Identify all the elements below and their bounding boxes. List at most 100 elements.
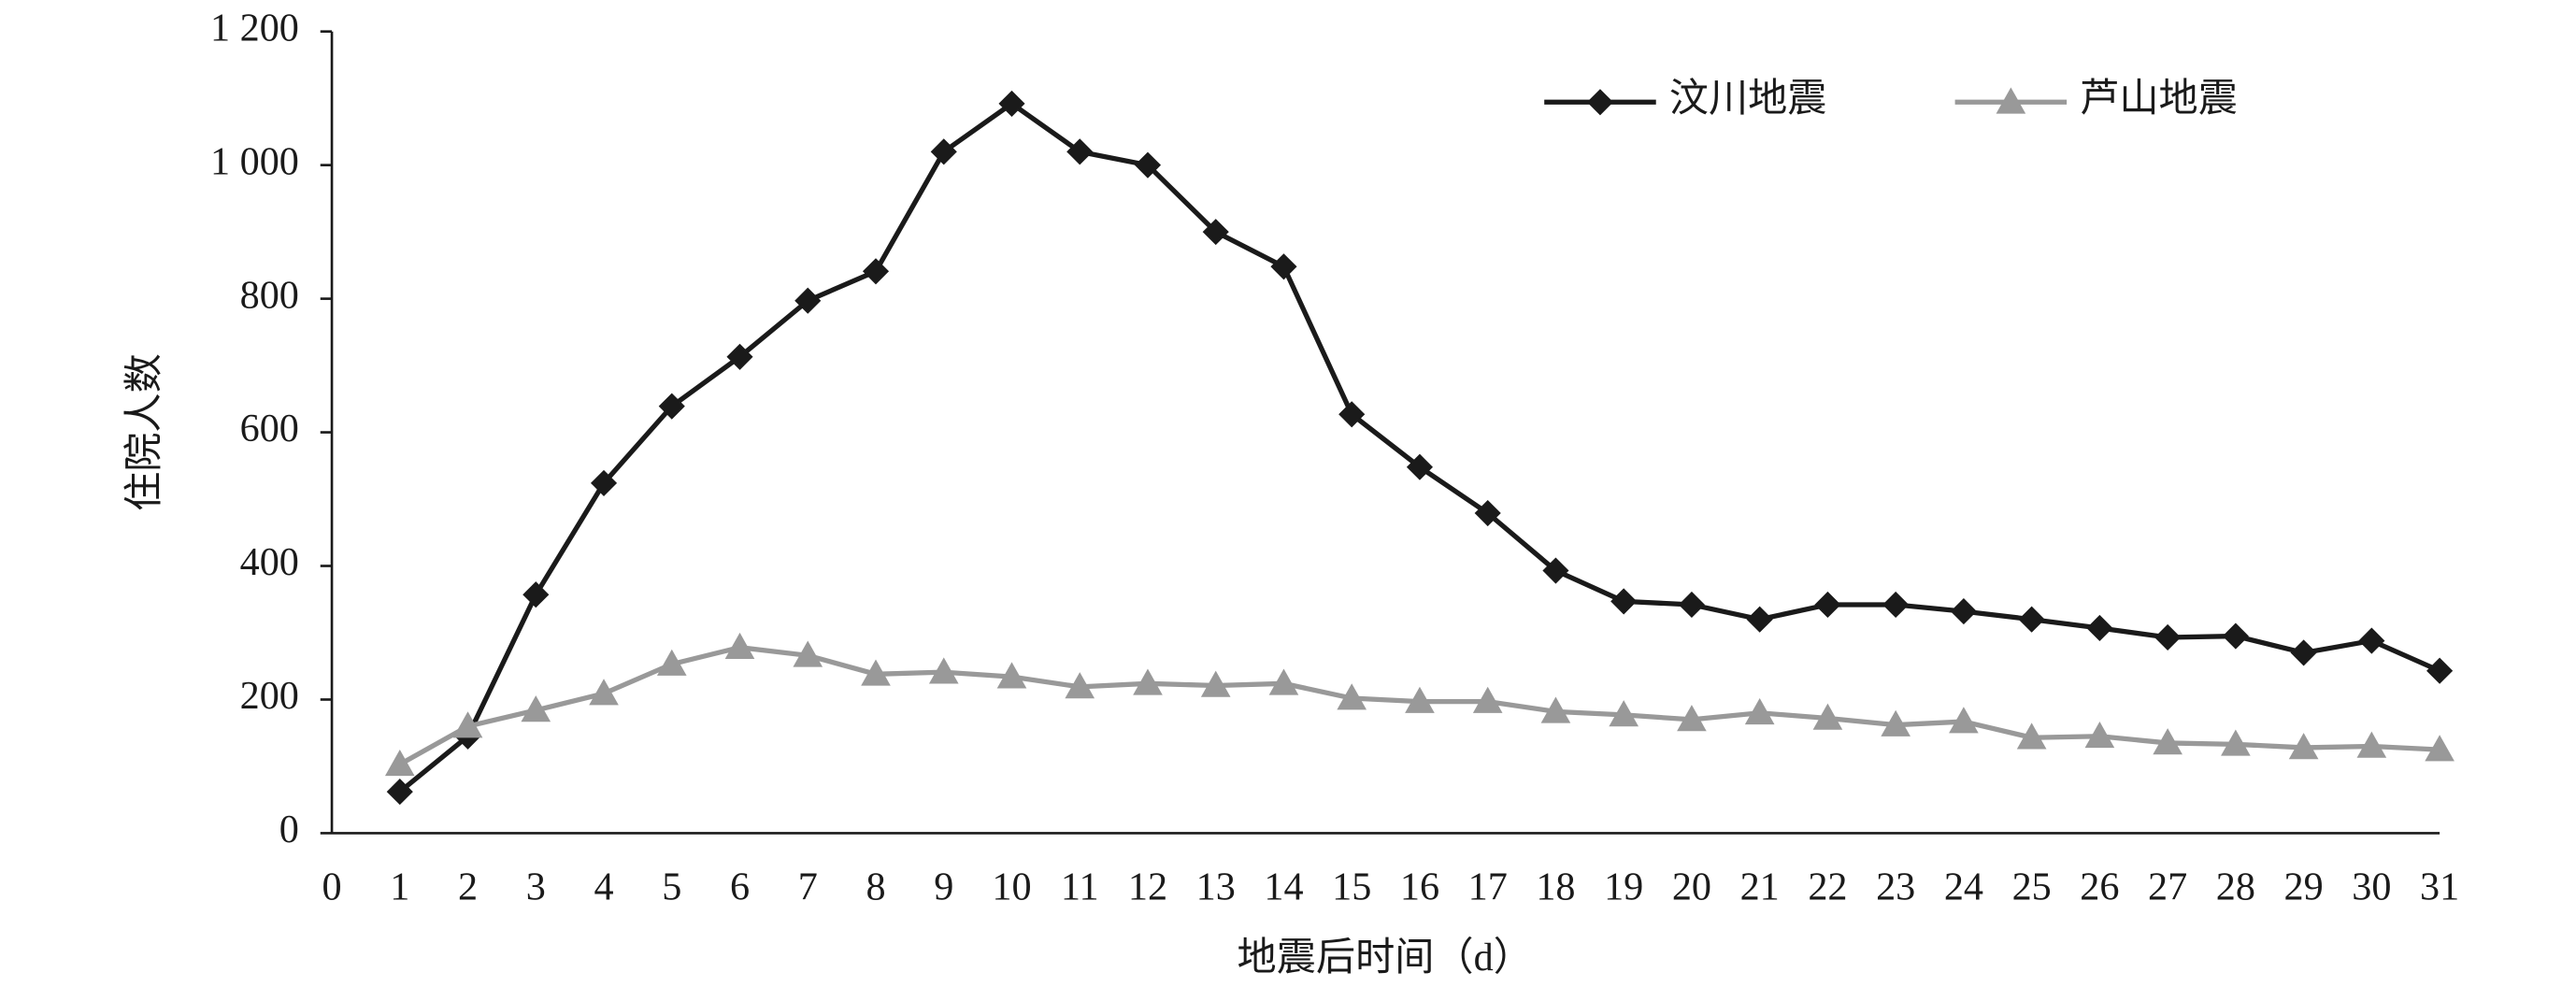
x-tick-label: 16 bbox=[1400, 865, 1439, 909]
x-tick-label: 17 bbox=[1468, 865, 1508, 909]
x-tick-label: 19 bbox=[1604, 865, 1643, 909]
diamond-marker bbox=[1610, 588, 1638, 615]
x-tick-label: 2 bbox=[458, 865, 478, 909]
triangle-marker bbox=[2153, 728, 2182, 755]
y-tick-label: 600 bbox=[240, 407, 299, 450]
diamond-marker bbox=[1134, 151, 1162, 179]
y-tick-label: 800 bbox=[240, 273, 299, 317]
triangle-marker bbox=[1405, 686, 1435, 713]
x-tick-label: 3 bbox=[526, 865, 546, 909]
x-tick-label: 6 bbox=[730, 865, 750, 909]
triangle-marker bbox=[1268, 668, 1299, 695]
triangle-marker bbox=[1677, 705, 1707, 732]
x-tick-label: 5 bbox=[662, 865, 681, 909]
diamond-marker bbox=[2358, 627, 2385, 654]
diamond-marker bbox=[2222, 622, 2249, 650]
x-tick-label: 12 bbox=[1128, 865, 1167, 909]
diamond-marker bbox=[1678, 591, 1705, 619]
diamond-marker bbox=[1814, 591, 1841, 619]
diamond-marker bbox=[998, 90, 1025, 117]
triangle-marker bbox=[656, 649, 687, 676]
triangle-marker bbox=[1540, 696, 1571, 723]
diamond-marker bbox=[1950, 598, 1977, 625]
triangle-marker bbox=[1949, 707, 1979, 734]
triangle-marker bbox=[1996, 87, 2026, 114]
triangle-marker bbox=[2016, 722, 2047, 750]
x-tick-label: 8 bbox=[866, 865, 885, 909]
x-tick-label: 21 bbox=[1740, 865, 1780, 909]
x-tick-label: 14 bbox=[1264, 865, 1303, 909]
triangle-marker bbox=[521, 695, 551, 722]
diamond-marker bbox=[1882, 591, 1910, 619]
legend-label: 汶川地震 bbox=[1669, 77, 1827, 121]
x-tick-label: 18 bbox=[1536, 865, 1575, 909]
diamond-marker bbox=[2154, 623, 2182, 651]
diamond-marker bbox=[2426, 657, 2454, 684]
diamond-marker bbox=[1338, 401, 1366, 428]
triangle-marker bbox=[1065, 672, 1095, 699]
triangle-marker bbox=[589, 679, 619, 706]
triangle-marker bbox=[452, 711, 483, 738]
triangle-marker bbox=[1812, 703, 1843, 730]
triangle-marker bbox=[724, 632, 755, 660]
diamond-marker bbox=[1406, 453, 1434, 480]
x-tick-label: 10 bbox=[992, 865, 1031, 909]
x-tick-label: 28 bbox=[2216, 865, 2255, 909]
x-tick-label: 0 bbox=[322, 865, 341, 909]
y-tick-label: 400 bbox=[240, 540, 299, 584]
x-tick-label: 11 bbox=[1061, 865, 1099, 909]
x-tick-label: 30 bbox=[2352, 865, 2391, 909]
triangle-marker bbox=[793, 640, 823, 667]
triangle-marker bbox=[2221, 729, 2251, 756]
x-tick-label: 15 bbox=[1332, 865, 1371, 909]
triangle-marker bbox=[1609, 700, 1639, 727]
x-tick-label: 22 bbox=[1808, 865, 1847, 909]
x-tick-label: 26 bbox=[2080, 865, 2119, 909]
diamond-marker bbox=[930, 138, 957, 165]
triangle-marker bbox=[1472, 686, 1503, 713]
x-tick-label: 27 bbox=[2148, 865, 2187, 909]
y-tick-label: 0 bbox=[279, 808, 299, 851]
x-tick-label: 7 bbox=[798, 865, 818, 909]
triangle-marker bbox=[928, 657, 959, 684]
diamond-marker bbox=[2086, 614, 2113, 642]
triangle-marker bbox=[2084, 721, 2115, 749]
x-tick-label: 29 bbox=[2284, 865, 2324, 909]
y-tick-label: 200 bbox=[240, 674, 299, 718]
triangle-marker bbox=[861, 659, 891, 686]
x-tick-label: 25 bbox=[2012, 865, 2052, 909]
diamond-marker bbox=[2018, 606, 2045, 633]
y-tick-label: 1 200 bbox=[210, 6, 299, 50]
triangle-marker bbox=[1744, 697, 1775, 725]
triangle-marker bbox=[1881, 709, 1911, 736]
triangle-marker bbox=[1337, 683, 1367, 710]
diamond-marker bbox=[1066, 138, 1094, 165]
diamond-marker bbox=[794, 287, 822, 314]
diamond-marker bbox=[1746, 606, 1773, 633]
x-tick-label: 23 bbox=[1876, 865, 1915, 909]
diamond-marker bbox=[1270, 253, 1297, 280]
x-tick-label: 1 bbox=[390, 865, 409, 909]
legend-label: 芦山地震 bbox=[2080, 77, 2238, 121]
triangle-marker bbox=[2288, 733, 2319, 760]
y-tick-label: 1 000 bbox=[210, 139, 299, 183]
diamond-marker bbox=[1202, 219, 1229, 246]
triangle-marker bbox=[2356, 731, 2387, 758]
triangle-marker bbox=[996, 662, 1027, 689]
y-axis-label: 住院人数 bbox=[122, 353, 166, 511]
x-tick-label: 4 bbox=[594, 865, 613, 909]
x-axis-label: 地震后时间（d） bbox=[1238, 936, 1533, 980]
diamond-marker bbox=[522, 581, 550, 608]
x-tick-label: 24 bbox=[1944, 865, 1983, 909]
x-tick-label: 13 bbox=[1196, 865, 1236, 909]
triangle-marker bbox=[1200, 670, 1231, 697]
diamond-marker bbox=[1586, 89, 1614, 116]
triangle-marker bbox=[1133, 668, 1163, 695]
x-tick-label: 31 bbox=[2420, 865, 2459, 909]
diamond-marker bbox=[862, 258, 890, 285]
x-tick-label: 20 bbox=[1672, 865, 1711, 909]
x-tick-label: 9 bbox=[934, 865, 953, 909]
diamond-marker bbox=[2290, 639, 2317, 666]
triangle-marker bbox=[2425, 735, 2454, 762]
